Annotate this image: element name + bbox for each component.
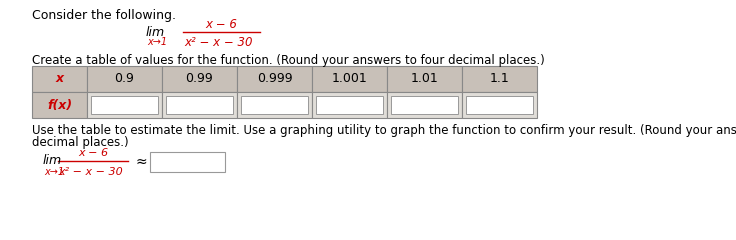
Bar <box>32 92 87 118</box>
Text: x − 6: x − 6 <box>78 148 108 158</box>
Text: 1.001: 1.001 <box>332 72 367 85</box>
Bar <box>237 92 312 118</box>
Text: x→1: x→1 <box>147 37 167 47</box>
Bar <box>237 66 312 92</box>
Bar <box>466 96 533 114</box>
Text: x² − x − 30: x² − x − 30 <box>58 167 123 177</box>
Text: f(x): f(x) <box>47 98 72 112</box>
Bar <box>87 66 162 92</box>
Text: 0.999: 0.999 <box>257 72 292 85</box>
Text: lim: lim <box>146 25 165 38</box>
Text: x: x <box>55 72 63 85</box>
Text: 1.1: 1.1 <box>489 72 509 85</box>
Text: Use the table to estimate the limit. Use a graphing utility to graph the functio: Use the table to estimate the limit. Use… <box>32 124 736 137</box>
Text: x² − x − 30: x² − x − 30 <box>184 36 252 48</box>
Bar <box>150 152 225 172</box>
Text: 0.99: 0.99 <box>185 72 213 85</box>
Bar <box>166 96 233 114</box>
Bar <box>387 92 462 118</box>
Bar <box>32 66 87 92</box>
Text: Create a table of values for the function. (Round your answers to four decimal p: Create a table of values for the functio… <box>32 54 545 67</box>
Bar <box>91 96 158 114</box>
Bar <box>387 66 462 92</box>
Text: x→1: x→1 <box>44 167 64 177</box>
Bar <box>162 92 237 118</box>
Bar <box>312 66 387 92</box>
Bar <box>316 96 383 114</box>
Bar <box>162 66 237 92</box>
Text: 1.01: 1.01 <box>411 72 439 85</box>
Bar <box>391 96 458 114</box>
Bar <box>87 92 162 118</box>
Text: ≈: ≈ <box>136 155 148 169</box>
Bar <box>312 92 387 118</box>
Text: Consider the following.: Consider the following. <box>32 9 176 22</box>
Bar <box>462 92 537 118</box>
Text: 0.9: 0.9 <box>115 72 135 85</box>
Text: x − 6: x − 6 <box>205 18 238 30</box>
Bar <box>462 66 537 92</box>
Text: lim: lim <box>43 155 62 168</box>
Bar <box>241 96 308 114</box>
Text: decimal places.): decimal places.) <box>32 136 129 149</box>
